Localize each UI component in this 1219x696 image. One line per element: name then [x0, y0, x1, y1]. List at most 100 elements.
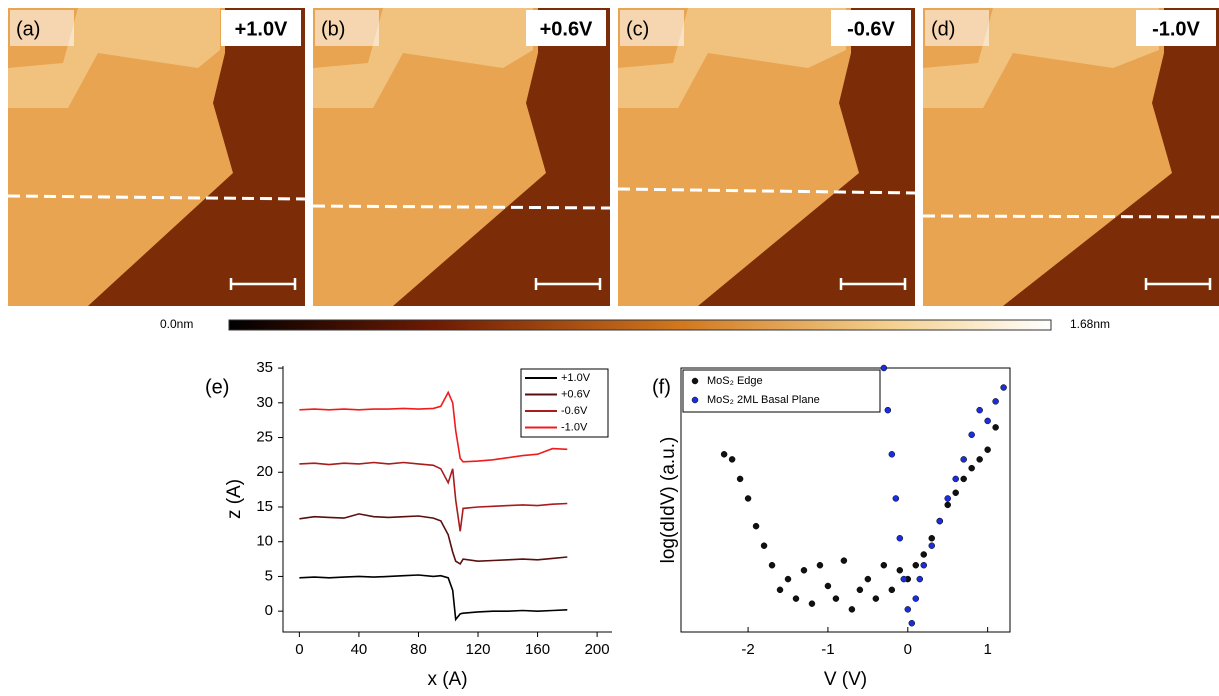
data-point — [968, 431, 975, 439]
legend-label: +1.0V — [561, 372, 591, 384]
legend-label: -0.6V — [561, 405, 588, 417]
upper-terrace — [618, 8, 846, 108]
legend-swatch — [691, 377, 699, 385]
data-point — [908, 619, 916, 627]
data-point — [904, 606, 912, 613]
y-tick-label: 0 — [265, 602, 273, 619]
y-tick-label: 20 — [256, 463, 273, 480]
label-box — [315, 10, 379, 46]
data-point — [884, 406, 892, 414]
y-axis-label: z (A) — [224, 479, 245, 519]
data-point — [888, 451, 896, 458]
colorbar — [228, 319, 1052, 331]
x-tick-label: 120 — [466, 641, 491, 658]
upper-terrace — [8, 8, 220, 108]
x-tick-label: -1 — [821, 641, 834, 658]
bias-box — [526, 10, 606, 46]
bias-label: -1.0V — [1152, 18, 1200, 40]
bias-label: +0.6V — [540, 18, 593, 40]
data-point — [776, 586, 784, 594]
data-point — [936, 517, 943, 525]
data-point — [880, 364, 888, 372]
scale-bar — [534, 278, 602, 290]
label-box — [925, 10, 989, 46]
profile-line — [7, 194, 306, 201]
colorbar-max-label: 1.68nm — [1070, 317, 1110, 331]
data-point — [960, 475, 967, 483]
data-point — [968, 464, 975, 472]
data-point — [800, 567, 808, 574]
y-axis-label: log(dIdV) (a.u.) — [658, 437, 679, 564]
data-point — [992, 398, 999, 405]
data-point — [864, 575, 872, 583]
colorbar-min-label: 0.0nm — [160, 317, 193, 331]
data-point — [768, 561, 776, 569]
data-point — [856, 586, 864, 594]
x-tick-label: 80 — [410, 641, 427, 658]
x-axis-label: V (V) — [824, 669, 867, 690]
data-point — [992, 424, 999, 431]
data-point — [912, 595, 920, 602]
panel-label: (e) — [205, 376, 229, 398]
legend-label: -1.0V — [561, 421, 588, 433]
data-point — [976, 456, 983, 463]
legend — [520, 368, 609, 438]
data-point — [912, 561, 920, 569]
legend-label: MoS₂ Edge — [707, 375, 763, 387]
data-point — [808, 600, 816, 607]
data-point — [920, 551, 928, 558]
label-box — [10, 10, 74, 46]
legend-swatch — [691, 396, 699, 404]
data-point — [896, 535, 904, 542]
x-tick-label: 200 — [585, 641, 610, 658]
x-tick-label: 0 — [295, 641, 303, 658]
y-tick-label: 10 — [256, 533, 273, 550]
bias-box — [831, 10, 911, 46]
y-tick-label: 15 — [256, 498, 273, 515]
data-point — [916, 575, 924, 583]
x-tick-label: 40 — [351, 641, 368, 658]
data-line — [299, 513, 568, 565]
x-tick-label: 1 — [983, 641, 991, 658]
data-point — [952, 475, 959, 483]
data-line — [299, 461, 568, 532]
data-point — [840, 557, 848, 564]
scale-bar — [229, 278, 297, 290]
panel-label: (a) — [16, 18, 40, 40]
data-point — [888, 586, 896, 594]
data-point — [976, 406, 983, 414]
data-point — [736, 475, 744, 483]
y-tick-label: 35 — [256, 359, 273, 376]
x-tick-label: 0 — [904, 641, 912, 658]
panel-label: (d) — [931, 18, 955, 40]
panel-label: (f) — [652, 376, 671, 398]
legend — [682, 369, 881, 413]
data-point — [760, 542, 768, 549]
data-point — [920, 561, 928, 569]
stm-image: (b) +0.6V — [312, 8, 611, 306]
data-point — [944, 495, 951, 502]
data-point — [892, 495, 900, 502]
profile-line — [617, 187, 916, 195]
y-tick-label: 30 — [256, 394, 273, 411]
label-box — [620, 10, 684, 46]
data-point — [728, 456, 736, 463]
data-point — [832, 595, 840, 602]
profile-line — [312, 204, 611, 210]
data-point — [900, 575, 908, 583]
upper-terrace — [313, 8, 533, 108]
data-point — [896, 567, 904, 574]
bias-box — [1136, 10, 1216, 46]
data-point — [960, 456, 967, 463]
stm-image: (d) -1.0V — [922, 8, 1219, 306]
panel-label: (b) — [321, 18, 345, 40]
data-point — [872, 595, 880, 602]
data-point — [952, 489, 959, 497]
data-point — [792, 595, 800, 602]
data-point — [816, 561, 824, 569]
data-line — [299, 574, 568, 622]
data-point — [784, 575, 792, 583]
profile-line — [922, 214, 1219, 219]
x-axis-label: x (A) — [427, 669, 467, 690]
stm-image: (c) -0.6V — [617, 8, 916, 306]
